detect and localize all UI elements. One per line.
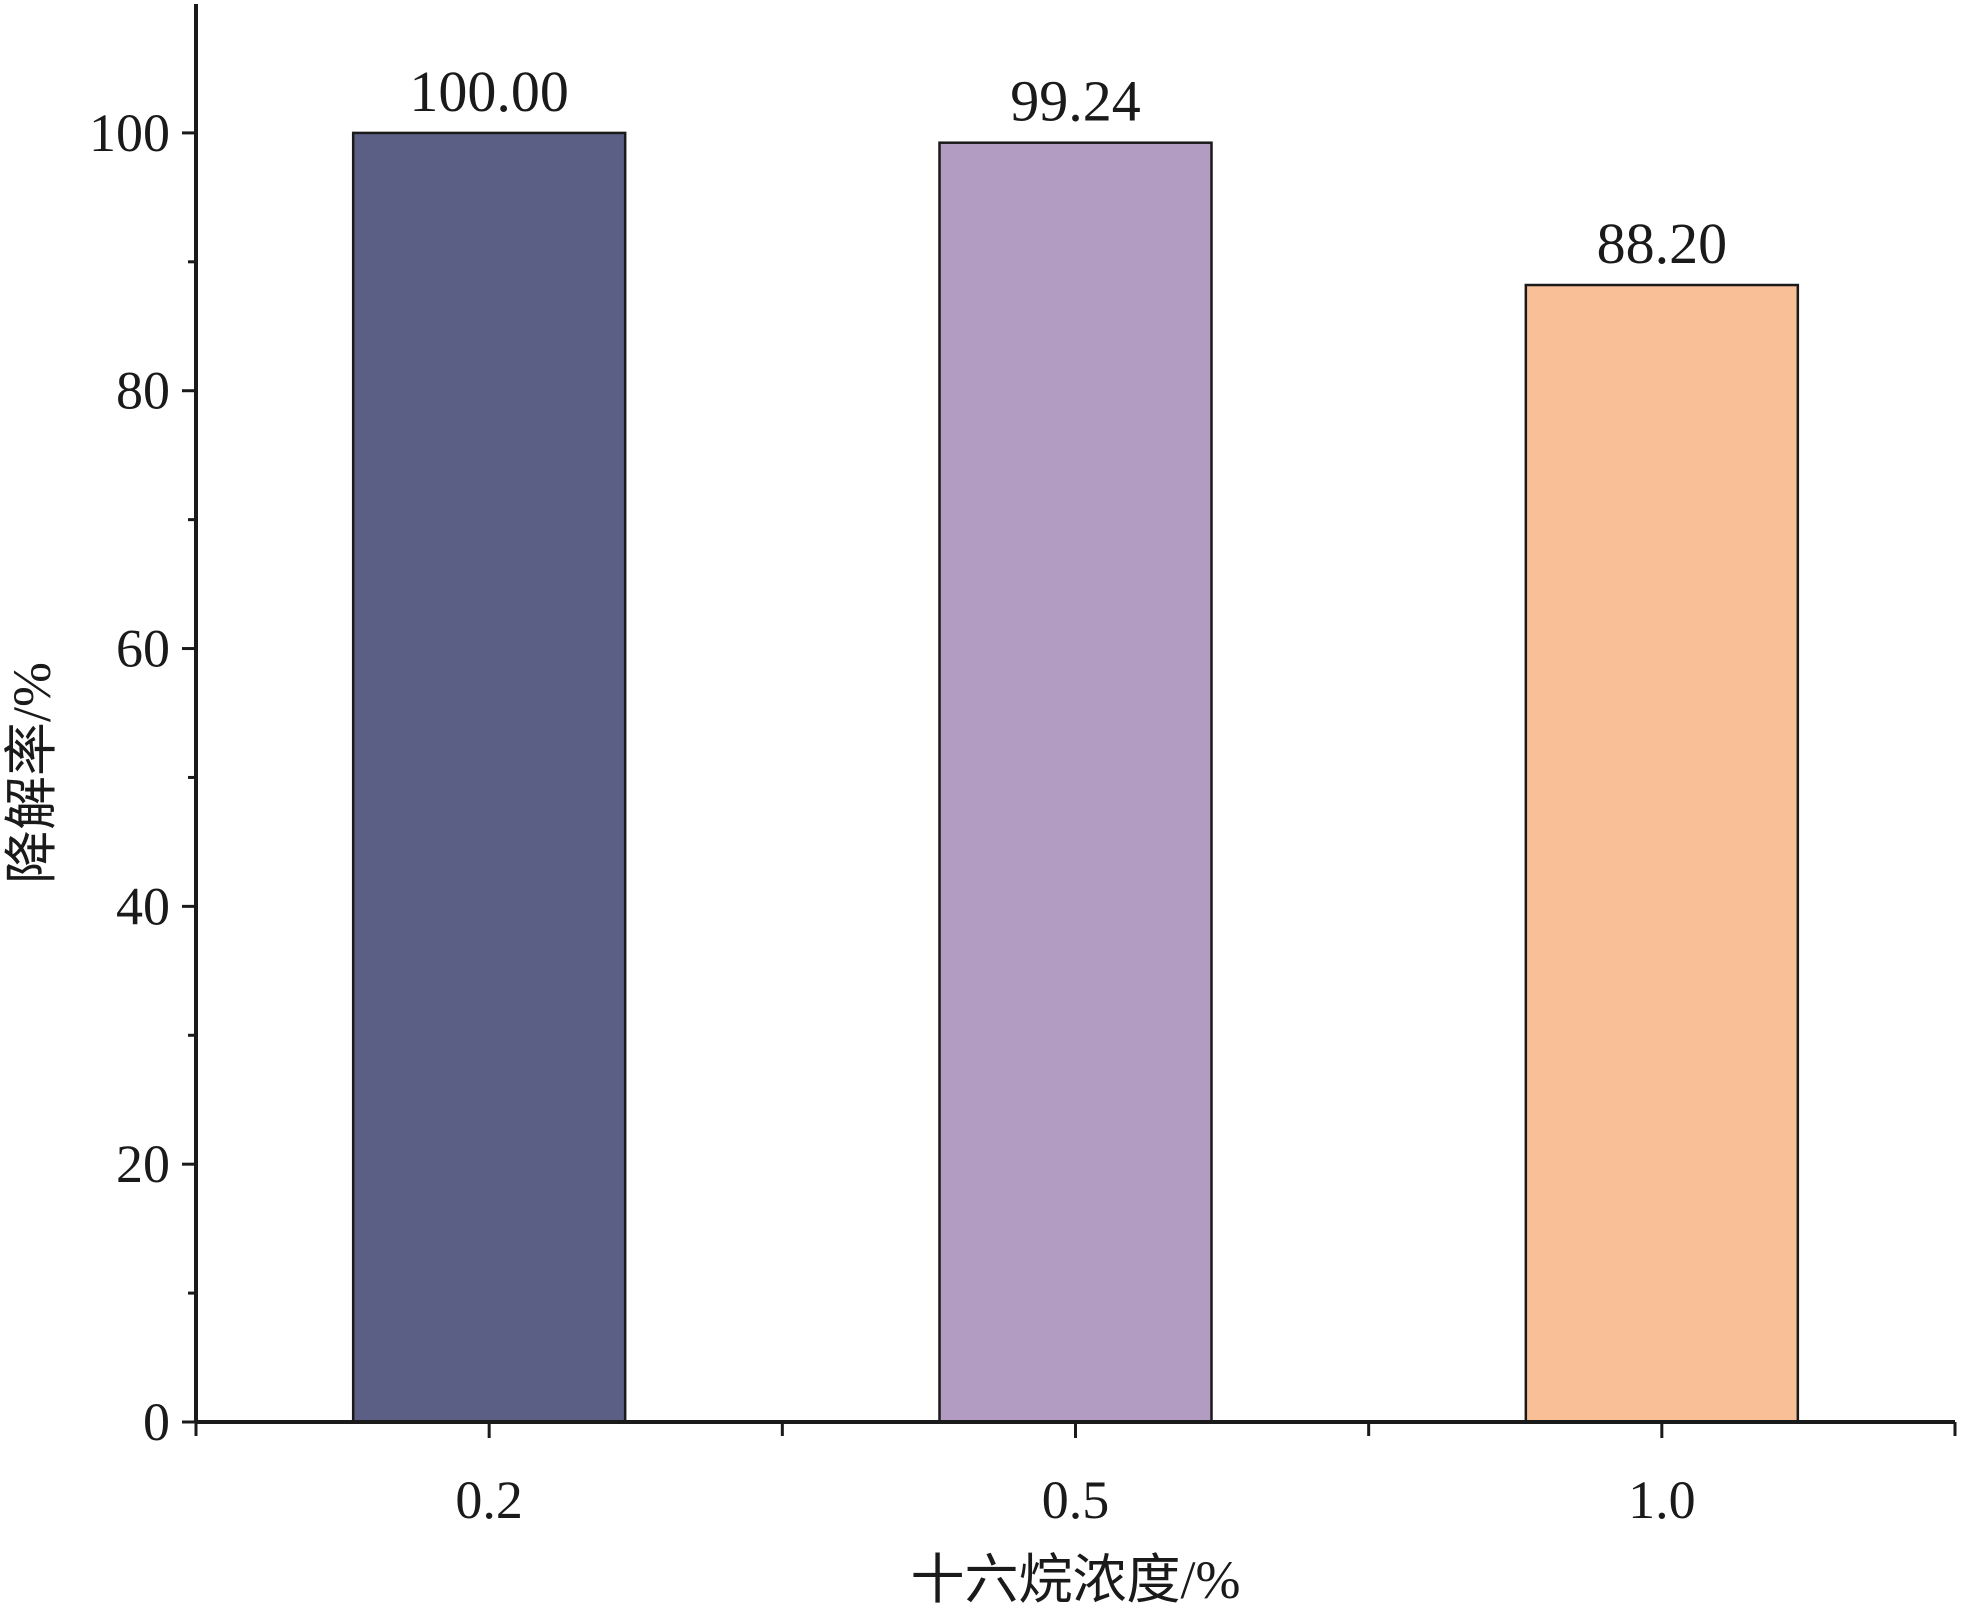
y-tick-label: 20: [116, 1134, 170, 1194]
y-tick-label: 40: [116, 876, 170, 936]
x-tick-label: 1.0: [1628, 1470, 1696, 1530]
data-labels-group: 100.00 99.24 88.20: [409, 59, 1727, 276]
y-axis-title: 降解率/%: [2, 662, 62, 884]
bar-1.0: [1524, 283, 1800, 1424]
x-tick-label: 0.5: [1042, 1470, 1110, 1530]
data-label-0.5: 99.24: [1010, 69, 1141, 134]
y-tick-label: 100: [89, 103, 170, 163]
x-axis: 0.2 0.5 1.0: [194, 1420, 1957, 1530]
y-axis: 0 20 40 60 80 100: [89, 4, 198, 1452]
y-tick-label: 0: [143, 1392, 170, 1452]
bars-group: [351, 131, 1800, 1424]
y-tick-label: 80: [116, 361, 170, 421]
x-tick-label: 0.2: [455, 1470, 523, 1530]
data-label-0.2: 100.00: [409, 59, 569, 124]
data-label-1.0: 88.20: [1597, 211, 1728, 276]
bar-0.5: [938, 141, 1213, 1424]
y-tick-label: 60: [116, 619, 170, 679]
bar-0.2: [351, 131, 627, 1424]
x-axis-title: 十六烷浓度/%: [911, 1550, 1241, 1609]
